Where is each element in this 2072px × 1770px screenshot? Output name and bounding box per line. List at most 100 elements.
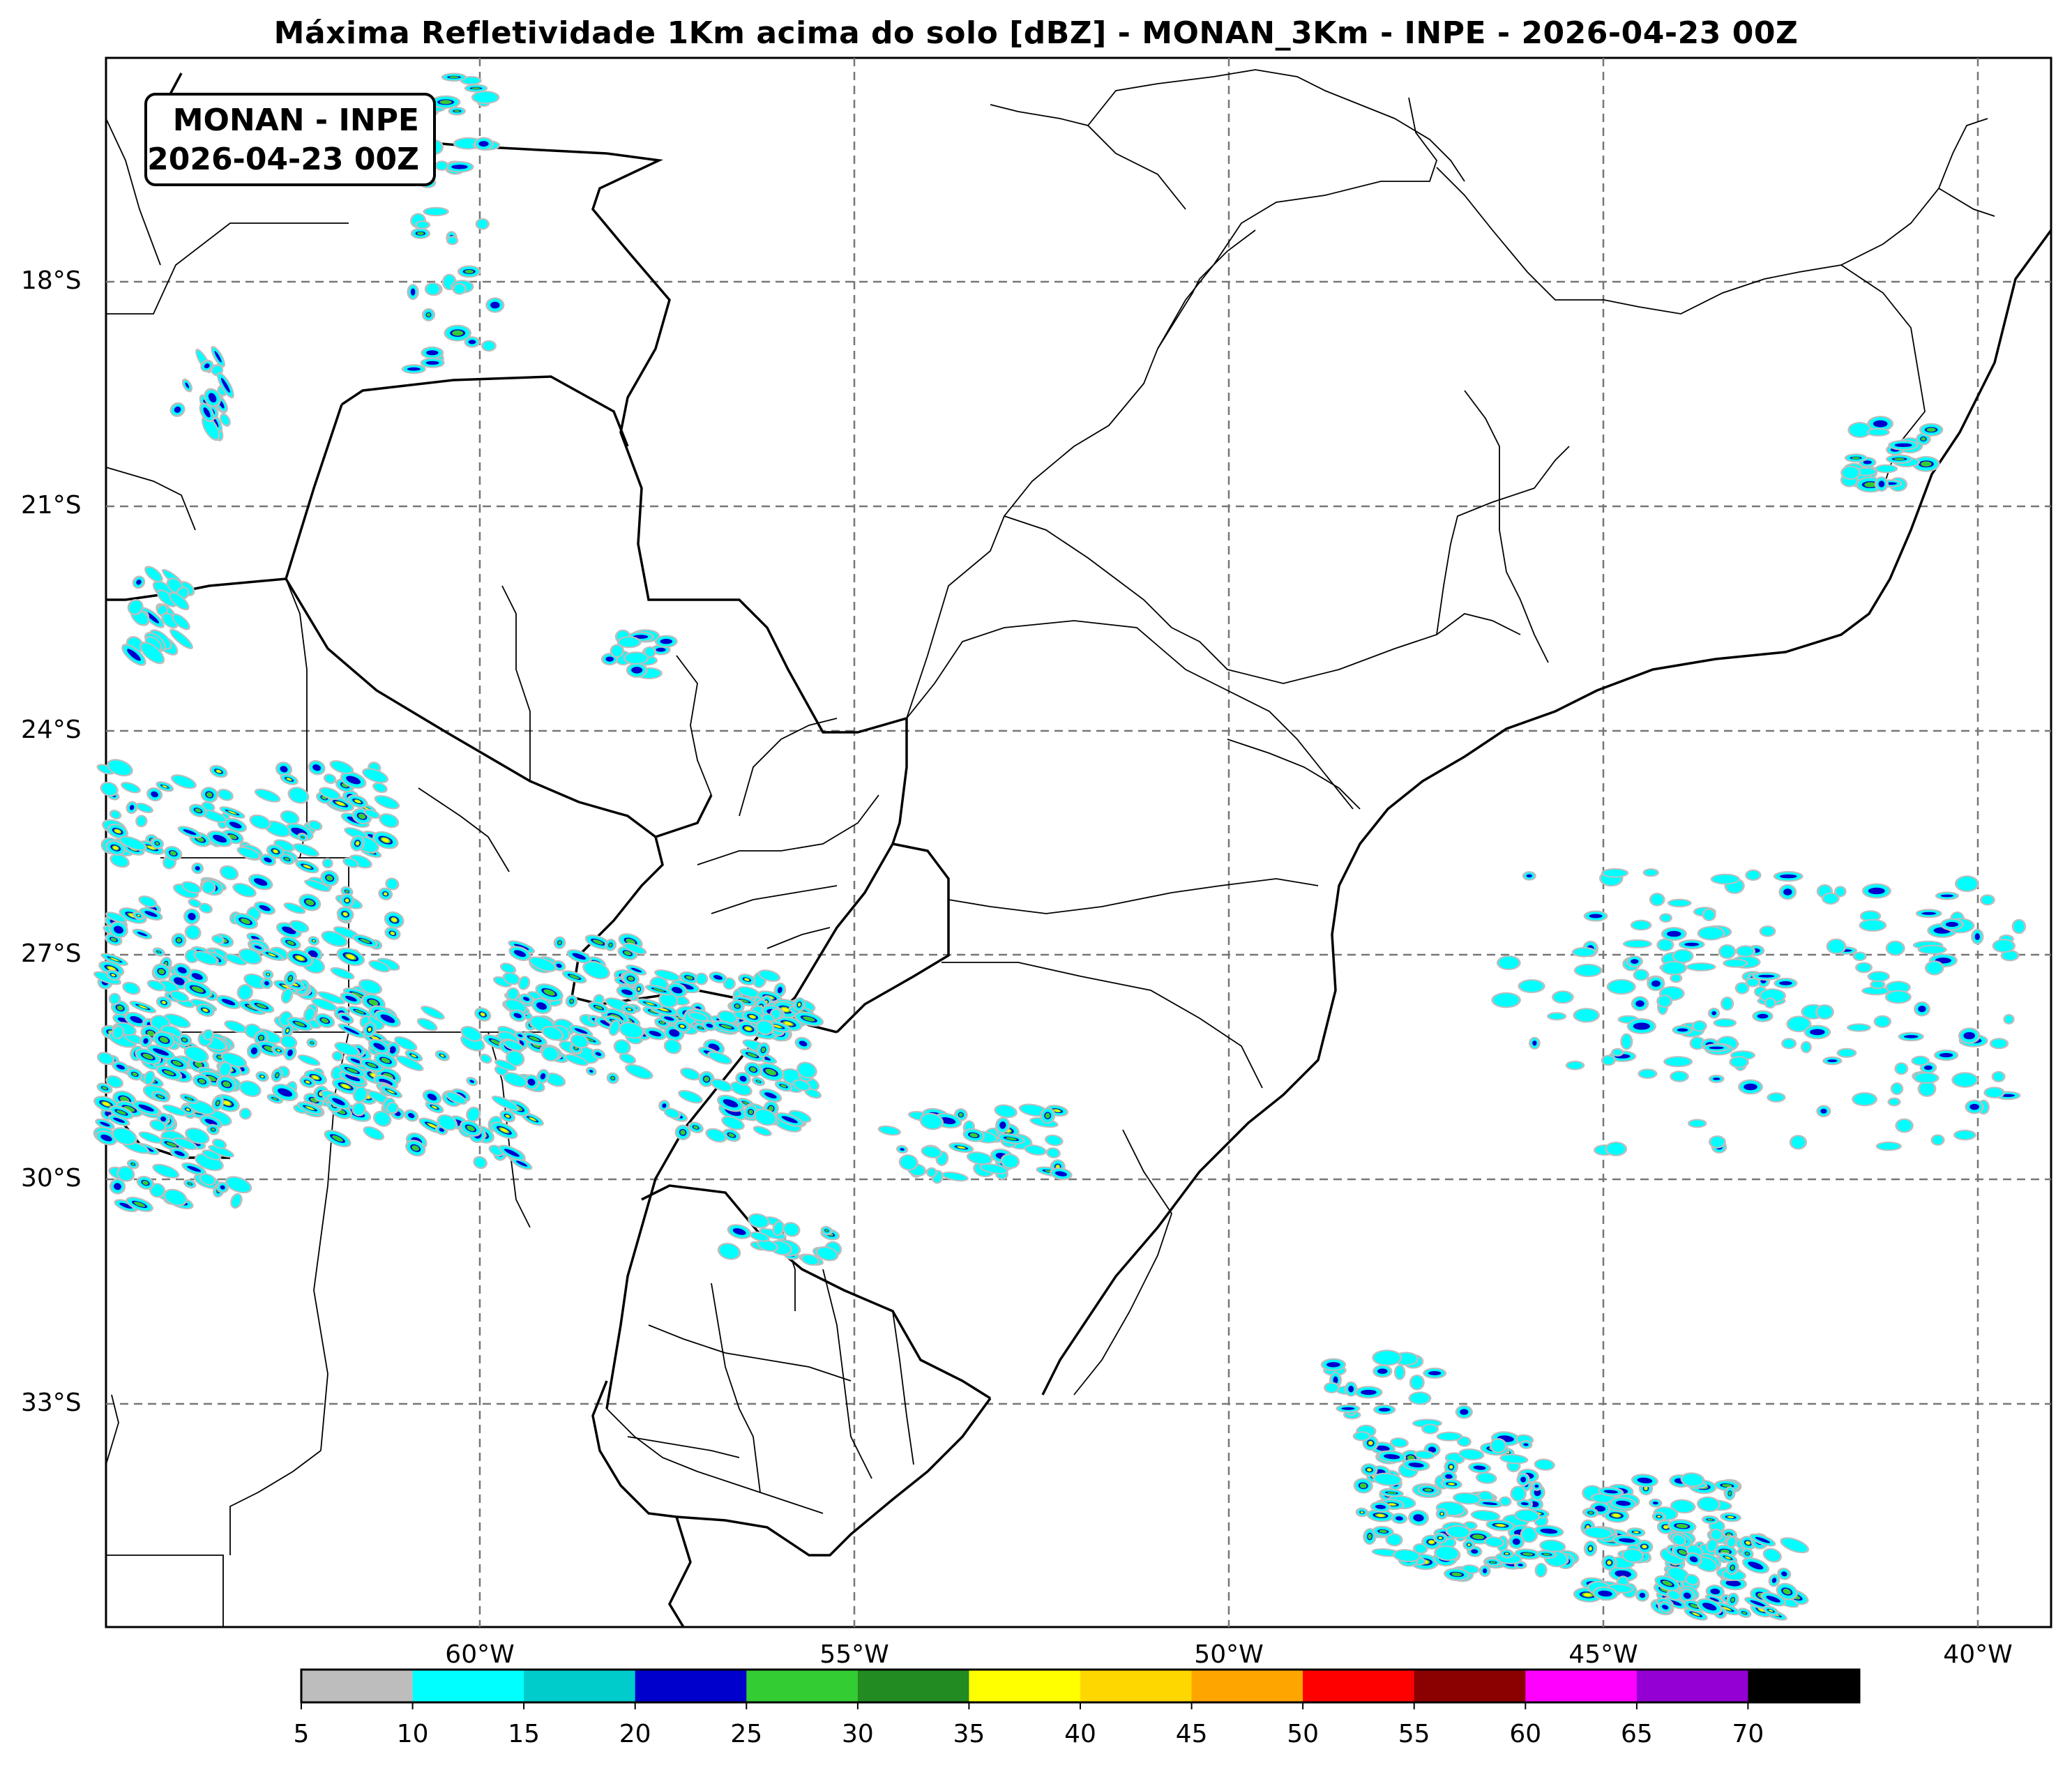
- echo-cell: [421, 346, 444, 359]
- echo-35dbz: [312, 939, 315, 942]
- echo-cell: [1836, 1047, 1857, 1058]
- echo-25dbz: [464, 269, 474, 273]
- echo-10dbz: [219, 790, 232, 800]
- country-border: [835, 842, 950, 1034]
- echo-25dbz: [321, 1018, 329, 1023]
- echo-cell: [287, 1017, 313, 1031]
- echo-cell: [201, 880, 216, 895]
- echo-35dbz: [216, 770, 221, 773]
- echo-cell: [224, 1020, 247, 1034]
- echo-cell: [183, 908, 201, 925]
- echo-10dbz: [1993, 1072, 2004, 1081]
- echo-cell: [359, 1058, 384, 1073]
- echo-cell: [1983, 1087, 2005, 1098]
- echo-10dbz: [294, 845, 318, 856]
- echo-cell: [280, 810, 300, 825]
- echo-10dbz: [202, 810, 225, 822]
- echo-10dbz: [1689, 1120, 1705, 1127]
- echo-cell: [106, 759, 133, 777]
- echo-20dbz: [195, 865, 200, 871]
- echo-cell: [239, 1107, 252, 1120]
- echo-25dbz: [157, 951, 161, 953]
- echo-10dbz: [190, 900, 200, 907]
- echo-25dbz: [102, 1087, 107, 1090]
- echo-cell: [163, 1013, 191, 1029]
- echo-20dbz: [151, 791, 158, 798]
- state-border: [229, 1450, 322, 1555]
- echo-cell: [474, 137, 494, 151]
- echo-cell: [315, 1013, 335, 1028]
- echo-10dbz: [1665, 1057, 1691, 1066]
- echo-20dbz: [1783, 888, 1792, 895]
- echo-25dbz: [206, 792, 213, 798]
- echo-20dbz: [1863, 460, 1872, 464]
- echo-cell: [1789, 1135, 1808, 1150]
- echo-25dbz: [453, 109, 460, 112]
- echo-35dbz: [391, 918, 397, 922]
- echo-25dbz: [471, 87, 481, 89]
- echo-20dbz: [656, 647, 666, 652]
- echo-35dbz: [107, 967, 115, 971]
- state-border: [711, 1283, 761, 1493]
- state-border: [1213, 97, 1438, 266]
- echo-20dbz: [1940, 894, 1954, 898]
- echo-cell: [1894, 1062, 1909, 1075]
- echo-cell: [1887, 1097, 1901, 1107]
- echo-25dbz: [259, 1035, 264, 1041]
- state-border: [766, 927, 831, 949]
- echo-20dbz: [221, 999, 236, 1006]
- echo-10dbz: [345, 858, 357, 867]
- echo-20dbz: [259, 905, 271, 912]
- echo-cell: [623, 651, 649, 665]
- reflectivity-echoes: [93, 73, 2027, 1621]
- state-border: [627, 1436, 740, 1458]
- echo-10dbz: [312, 999, 336, 1010]
- echo-10dbz: [140, 897, 156, 907]
- echo-cell: [1874, 476, 1889, 492]
- echo-10dbz: [473, 92, 498, 103]
- echo-20dbz: [1894, 443, 1912, 447]
- echo-cell: [311, 997, 338, 1011]
- echo-10dbz: [275, 840, 294, 851]
- echo-10dbz: [1854, 1094, 1876, 1105]
- echo-10dbz: [226, 1021, 245, 1032]
- echo-cell: [1687, 1119, 1707, 1128]
- echo-10dbz: [416, 222, 429, 228]
- echo-cell: [1778, 884, 1797, 900]
- echo-cell: [138, 895, 158, 908]
- echo-35dbz: [303, 865, 311, 868]
- echo-cell: [200, 787, 218, 803]
- echo-10dbz: [426, 283, 439, 295]
- echo-cell: [1773, 870, 1803, 882]
- echo-cell: [286, 949, 314, 967]
- echo-10dbz: [612, 645, 623, 656]
- echo-cell: [320, 870, 339, 886]
- country-border: [641, 1184, 991, 1400]
- state-border: [106, 1555, 224, 1627]
- echo-cell: [280, 988, 294, 1004]
- echo-cell: [407, 284, 419, 301]
- echo-10dbz: [1868, 429, 1889, 435]
- echo-10dbz: [266, 822, 289, 836]
- echo-10dbz: [95, 972, 120, 984]
- echo-25dbz: [1921, 461, 1932, 467]
- echo-35dbz: [139, 1005, 147, 1009]
- echo-20dbz: [490, 301, 500, 309]
- echo-cell: [298, 893, 322, 912]
- echo-20dbz: [468, 340, 476, 345]
- echo-cell: [1816, 1105, 1831, 1118]
- echo-20dbz: [264, 981, 269, 986]
- echo-cell: [1774, 978, 1798, 989]
- echo-20dbz: [1974, 933, 1980, 941]
- echo-10dbz: [1956, 877, 1977, 891]
- echo-cell: [342, 857, 359, 868]
- echo-25dbz: [354, 1009, 365, 1014]
- echo-25dbz: [416, 232, 425, 236]
- echo-cell: [446, 236, 459, 245]
- echo-cell: [188, 898, 202, 908]
- echo-cell: [471, 91, 500, 105]
- echo-35dbz: [162, 1001, 166, 1004]
- echo-cell: [146, 787, 163, 802]
- echo-cell: [1935, 891, 1959, 900]
- echo-cell: [441, 73, 467, 82]
